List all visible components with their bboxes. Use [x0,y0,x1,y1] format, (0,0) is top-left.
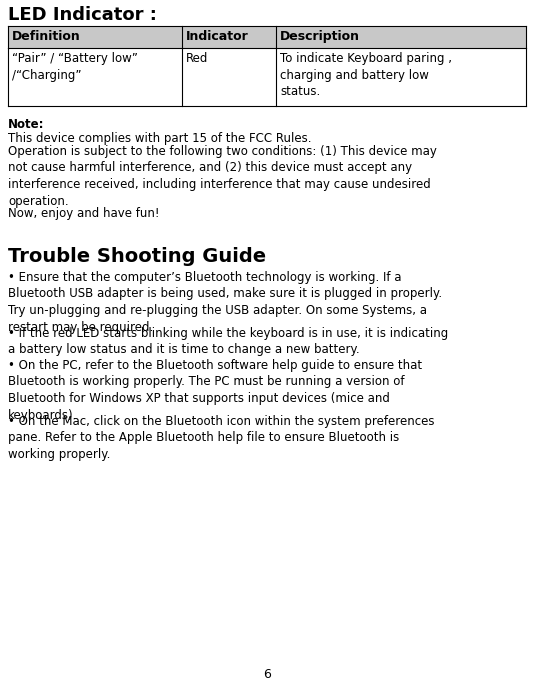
Text: Operation is subject to the following two conditions: (1) This device may
not ca: Operation is subject to the following tw… [8,145,437,207]
Text: • If the red LED starts blinking while the keyboard is in use, it is indicating
: • If the red LED starts blinking while t… [8,327,448,357]
Text: 6: 6 [263,668,271,681]
Text: • On the Mac, click on the Bluetooth icon within the system preferences
pane. Re: • On the Mac, click on the Bluetooth ico… [8,415,435,461]
Text: LED Indicator :: LED Indicator : [8,6,157,24]
Text: This device complies with part 15 of the FCC Rules.: This device complies with part 15 of the… [8,132,311,145]
Text: Indicator: Indicator [185,30,248,43]
Text: Note:: Note: [8,118,44,131]
Bar [8,26,526,48]
Text: Trouble Shooting Guide: Trouble Shooting Guide [8,247,266,266]
Text: Now, enjoy and have fun!: Now, enjoy and have fun! [8,207,160,220]
Text: Red: Red [185,52,208,65]
Text: Description: Description [280,30,360,43]
Text: Definition: Definition [12,30,81,43]
Text: • Ensure that the computer’s Bluetooth technology is working. If a
Bluetooth USB: • Ensure that the computer’s Bluetooth t… [8,271,442,333]
Text: • On the PC, refer to the Bluetooth software help guide to ensure that
Bluetooth: • On the PC, refer to the Bluetooth soft… [8,359,422,421]
Text: “Pair” / “Battery low”
/“Charging”: “Pair” / “Battery low” /“Charging” [12,52,138,82]
Text: To indicate Keyboard paring ,
charging and battery low
status.: To indicate Keyboard paring , charging a… [280,52,452,98]
